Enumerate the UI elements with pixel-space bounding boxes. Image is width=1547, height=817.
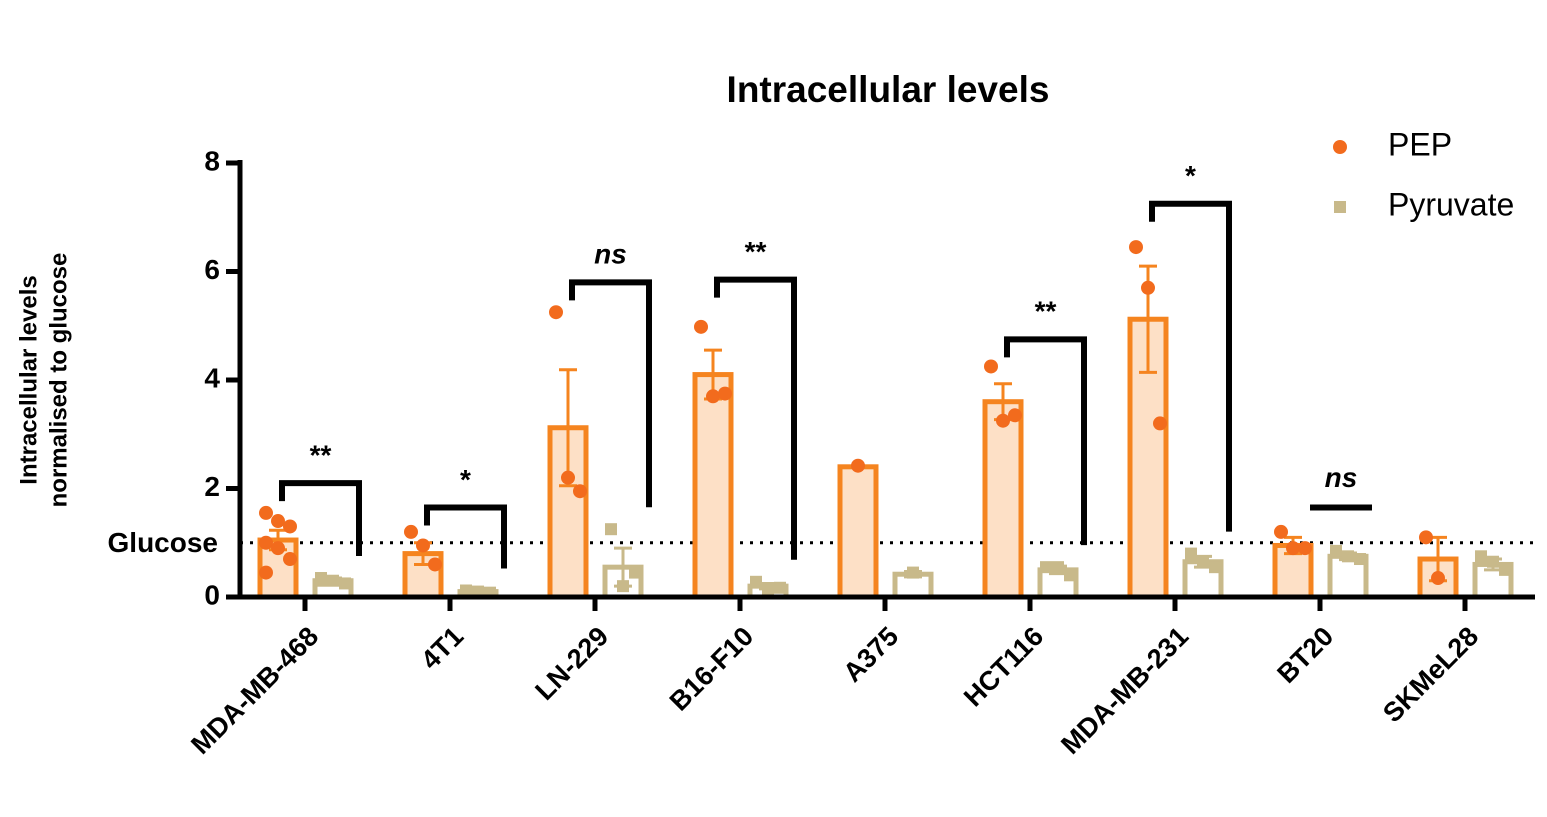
data-point [283,519,297,534]
significance-bracket [424,504,507,569]
data-point [1153,416,1167,431]
significance-label: ns [1325,462,1358,493]
data-point [271,514,285,529]
data-point [1419,530,1433,545]
data-point [1040,561,1052,574]
data-point [1475,550,1487,563]
data-point [1064,569,1076,582]
data-point [1197,555,1209,568]
data-point [1286,541,1300,556]
x-tick-label: HCT116 [958,621,1049,712]
data-point [1185,547,1197,560]
significance-label: ns [594,239,627,270]
significance-bracket [279,480,362,557]
y-axis-label: normalised to glucose [45,253,72,508]
x-tick-label: LN-229 [529,621,614,706]
significance-bracket [714,276,797,560]
significance-bracket [1004,336,1087,546]
data-point [283,552,297,567]
data-point [1008,408,1022,423]
significance-label: ** [1035,296,1057,327]
data-point [1141,280,1155,295]
legend-label: Pyruvate [1388,186,1514,222]
x-tick-label: SKMeL28 [1377,621,1484,728]
data-point [605,523,617,536]
data-point [1274,524,1288,539]
bar [982,399,1024,600]
data-point [259,505,273,520]
legend-marker [1333,140,1347,154]
data-point [907,566,919,579]
data-point [327,574,339,587]
data-point [1342,550,1354,563]
data-point [1298,541,1312,556]
data-point [851,458,865,473]
x-tick-label: 4T1 [415,621,469,675]
data-point [271,541,285,556]
data-point [1129,240,1143,255]
legend-marker [1334,201,1346,213]
data-point [984,359,998,374]
significance-bracket [569,279,652,508]
legend-label: PEP [1388,126,1452,162]
data-point [561,470,575,485]
y-tick-label: 2 [204,471,220,502]
data-point [1330,544,1342,557]
data-point [1354,553,1366,566]
data-point [694,319,708,334]
data-point [259,535,273,550]
data-point [774,581,786,594]
data-point [573,484,587,499]
data-point [706,389,720,404]
data-point [339,577,351,590]
data-point [718,386,732,401]
chart-title: Intracellular levels [727,69,1050,110]
data-point [1209,561,1221,574]
data-point [629,566,641,579]
data-point [1431,571,1445,586]
data-point [259,565,273,580]
reference-label: Glucose [108,527,218,558]
significance-label: ** [745,236,767,267]
significance-label: ** [310,439,332,470]
significance-bracket [1149,200,1232,532]
data-point [315,574,327,587]
data-point [549,305,563,320]
significance-label: * [460,464,471,495]
data-point [460,584,472,597]
data-point [1052,561,1064,574]
data-point [1499,563,1511,576]
data-point [428,557,442,572]
bar [692,372,734,600]
y-tick-label: 0 [204,579,220,610]
x-tick-label: BT20 [1271,621,1339,689]
data-point [762,582,774,595]
bar [837,464,879,600]
x-tick-label: B16-F10 [664,621,759,716]
y-tick-label: 8 [204,145,220,176]
y-tick-label: 6 [204,254,220,285]
significance-label: * [1185,160,1196,191]
data-point [750,575,762,588]
data-point [1487,555,1499,568]
data-point [416,538,430,553]
x-tick-label: A375 [837,621,904,688]
data-point [996,413,1010,428]
y-tick-label: 4 [204,362,220,393]
x-tick-label: MDA-MB-231 [1055,621,1194,760]
data-point [404,524,418,539]
y-axis-label: Intracellular levels [15,275,42,484]
data-point [617,580,629,593]
x-tick-label: MDA-MB-468 [185,621,324,760]
